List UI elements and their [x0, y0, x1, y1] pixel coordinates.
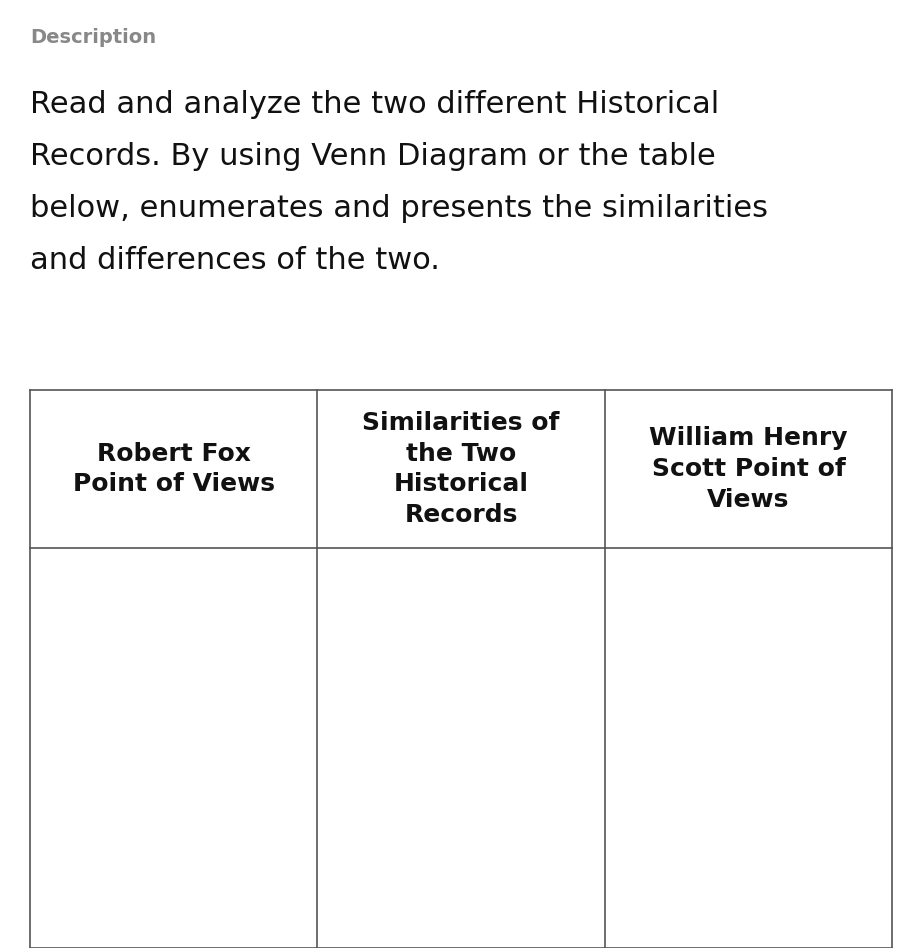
Text: Records. By using Venn Diagram or the table: Records. By using Venn Diagram or the ta…: [30, 142, 715, 171]
Text: Description: Description: [30, 28, 156, 47]
Text: Read and analyze the two different Historical: Read and analyze the two different Histo…: [30, 90, 719, 119]
Text: Robert Fox
Point of Views: Robert Fox Point of Views: [73, 442, 275, 497]
Text: and differences of the two.: and differences of the two.: [30, 246, 440, 275]
Text: below, enumerates and presents the similarities: below, enumerates and presents the simil…: [30, 194, 768, 223]
Text: Similarities of
the Two
Historical
Records: Similarities of the Two Historical Recor…: [362, 411, 560, 527]
Bar: [30, 390, 892, 948]
Text: William Henry
Scott Point of
Views: William Henry Scott Point of Views: [649, 427, 847, 512]
